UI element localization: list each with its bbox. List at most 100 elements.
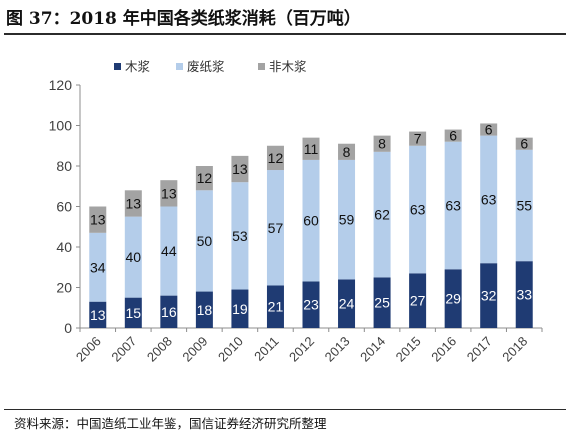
data-label: 50 (197, 233, 213, 249)
bar-segment (266, 170, 284, 286)
bar-segment (89, 301, 107, 328)
data-label: 15 (126, 305, 142, 321)
x-tick-label: 2008 (144, 334, 175, 365)
data-label: 18 (197, 302, 213, 318)
figure-title: 图 37：2018 年中国各类纸浆消耗（百万吨） (6, 9, 361, 29)
data-label: 11 (304, 141, 319, 157)
legend-label: 非木浆 (269, 59, 307, 74)
data-label: 6 (449, 128, 457, 144)
bar-segment (302, 281, 320, 328)
data-label: 63 (481, 191, 497, 207)
bar-segment (231, 289, 249, 328)
bar-segment (302, 159, 320, 282)
bar-segment (195, 166, 213, 191)
y-tick-label: 60 (56, 199, 72, 215)
source-divider (4, 409, 566, 410)
bar-segment (160, 206, 178, 296)
bar-segment (515, 149, 533, 262)
data-label: 53 (232, 228, 248, 244)
data-label: 40 (126, 249, 142, 265)
data-label: 12 (197, 170, 213, 186)
bar-segment (89, 206, 107, 233)
bar-segment (409, 145, 427, 274)
data-label: 33 (516, 287, 532, 303)
data-label: 55 (516, 197, 532, 213)
bar-segment (124, 297, 142, 328)
bar-segment (444, 269, 462, 328)
legend-label: 木浆 (125, 59, 151, 74)
legend-swatch (114, 63, 121, 70)
y-tick-label: 0 (64, 320, 72, 336)
bar-segment (231, 182, 249, 290)
data-label: 12 (268, 150, 284, 166)
data-label: 6 (520, 136, 528, 152)
x-tick-label: 2018 (499, 334, 530, 365)
x-tick-label: 2017 (464, 334, 495, 365)
x-tick-label: 2009 (179, 334, 210, 365)
data-label: 13 (90, 212, 106, 228)
bar-segment (480, 123, 498, 136)
legend-label: 废纸浆 (187, 59, 225, 74)
bar-segment (231, 155, 249, 183)
bar-segment (373, 277, 391, 328)
data-label: 44 (161, 243, 177, 259)
data-label: 8 (343, 144, 351, 160)
bar-segment (160, 180, 178, 207)
data-label: 23 (303, 297, 319, 313)
bar-segment (373, 151, 391, 278)
x-tick-label: 2011 (251, 334, 281, 364)
data-label: 34 (90, 259, 106, 275)
data-label: 6 (485, 122, 493, 138)
bar-segment (480, 263, 498, 328)
bar-segment (338, 279, 356, 328)
bar-segment (480, 135, 498, 264)
data-label: 27 (410, 293, 426, 309)
data-label: 32 (481, 288, 497, 304)
x-tick-label: 2012 (286, 334, 317, 365)
bar-segment (195, 190, 213, 292)
data-label: 19 (232, 301, 248, 317)
y-tick-label: 100 (49, 118, 73, 134)
legend-swatch (258, 63, 265, 70)
stacked-bar-chart: 0204060801001201334132006154013200716441… (49, 59, 543, 365)
x-tick-label: 2010 (215, 334, 246, 365)
data-label: 21 (268, 299, 284, 315)
bar-segment (266, 285, 284, 328)
data-label: 60 (303, 213, 319, 229)
bar-segment (409, 273, 427, 328)
data-label: 29 (445, 291, 461, 307)
data-label: 16 (161, 304, 177, 320)
data-label: 63 (410, 202, 426, 218)
bar-segment (195, 291, 213, 328)
data-label: 8 (378, 136, 386, 152)
bar-segment (160, 295, 178, 328)
title-divider (4, 33, 566, 35)
source-note: 资料来源：中国造纸工业年鉴，国信证券经济研究所整理 (14, 416, 327, 431)
y-tick-label: 40 (56, 239, 72, 255)
bar-segment (515, 137, 533, 150)
bar-segment (124, 190, 142, 217)
data-label: 63 (445, 197, 461, 213)
bar-segment (444, 141, 462, 270)
data-label: 59 (339, 212, 355, 228)
bar-segment (515, 261, 533, 328)
x-tick-label: 2015 (393, 334, 424, 365)
bar-segment (89, 232, 107, 302)
x-tick-label: 2006 (73, 334, 104, 365)
data-label: 7 (414, 131, 422, 147)
y-tick-label: 120 (49, 77, 73, 93)
bar-segment (302, 137, 320, 160)
bar-segment (124, 216, 142, 298)
legend-swatch (176, 63, 183, 70)
x-tick-label: 2014 (357, 334, 388, 365)
bar-segment (338, 159, 356, 280)
data-label: 57 (268, 220, 284, 236)
data-label: 24 (339, 296, 355, 312)
data-label: 25 (374, 295, 390, 311)
data-label: 13 (161, 185, 177, 201)
data-label: 13 (232, 161, 248, 177)
y-tick-label: 80 (56, 158, 72, 174)
bar-segment (338, 143, 356, 160)
data-label: 62 (374, 207, 390, 223)
x-tick-label: 2016 (428, 334, 459, 365)
